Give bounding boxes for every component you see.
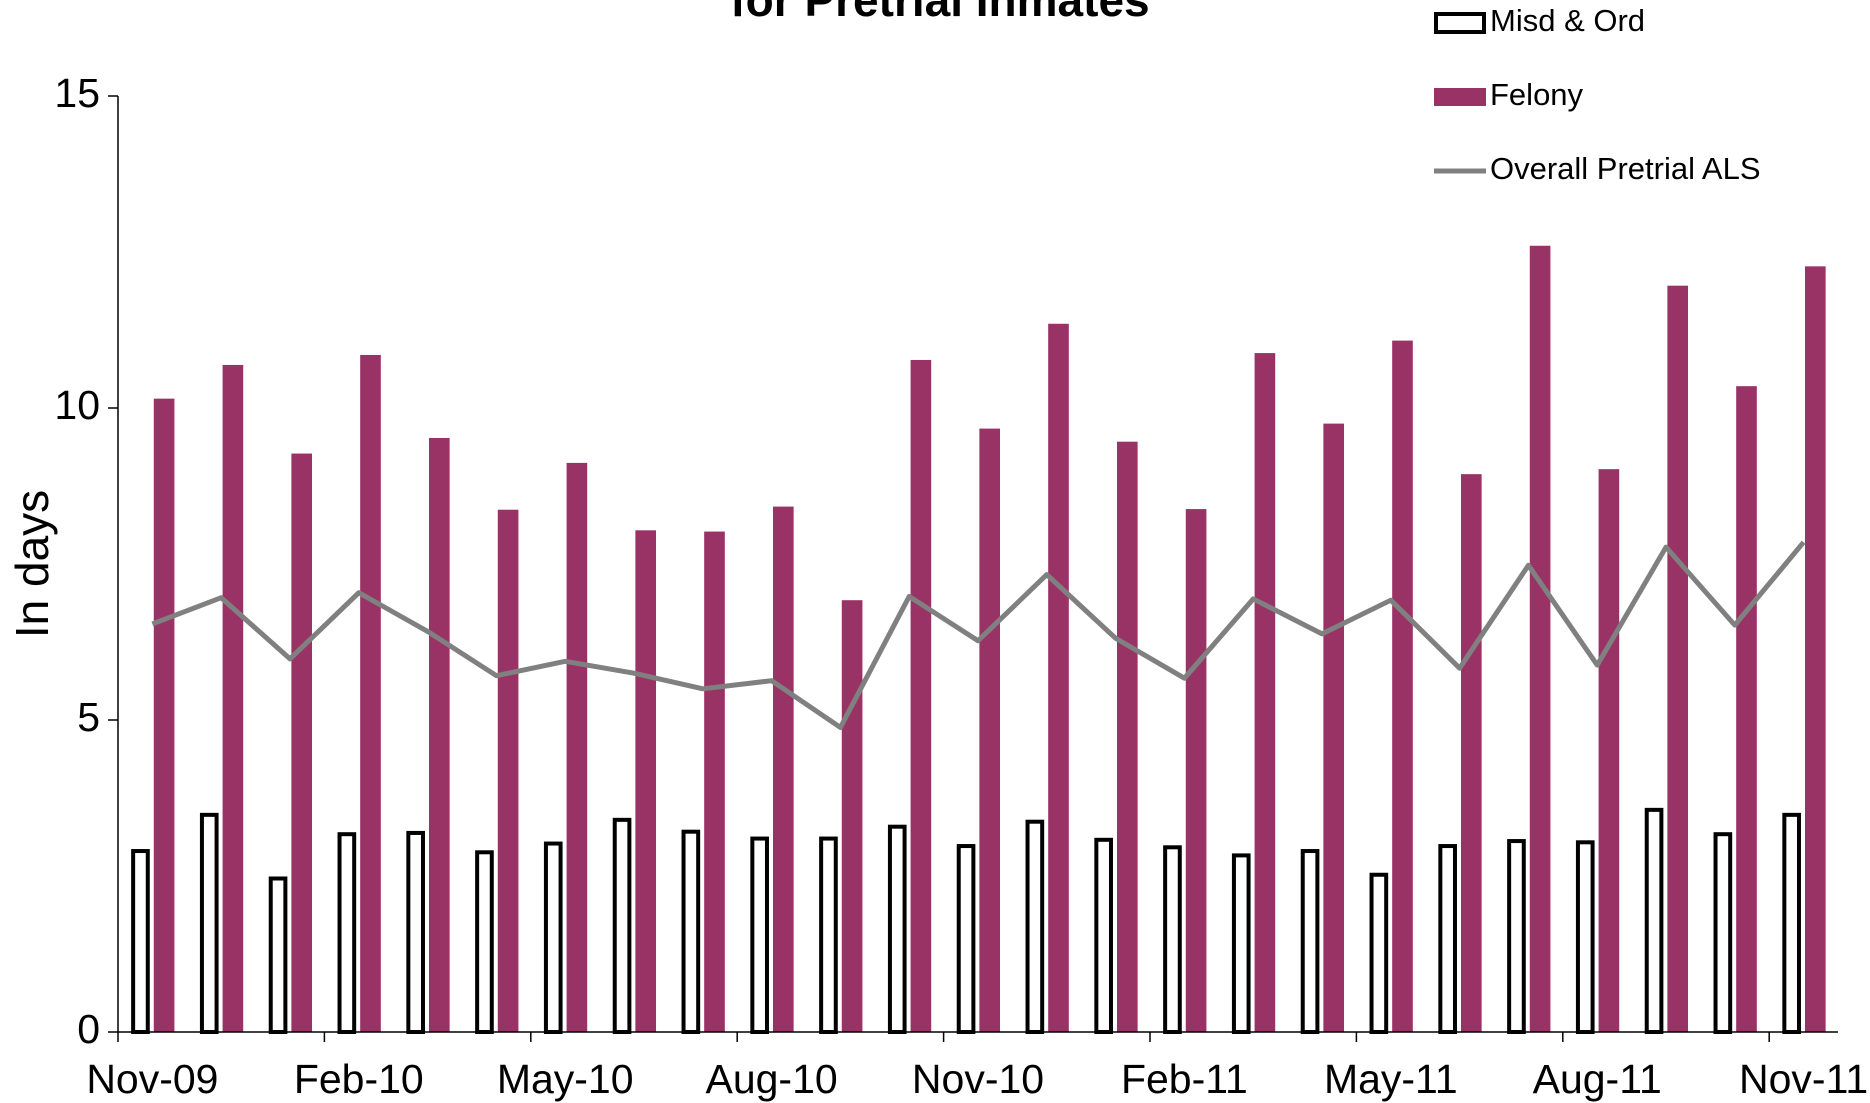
bar xyxy=(1300,849,1320,1034)
bar xyxy=(1507,839,1526,1035)
x-tick-label: Feb-11 xyxy=(1121,1056,1248,1102)
x-tick-label: Aug-10 xyxy=(705,1056,837,1102)
line xyxy=(151,540,1806,730)
legend-label: Overall Pretrial ALS xyxy=(1490,151,1761,186)
bar xyxy=(1804,266,1826,1032)
y-tick-label: 10 xyxy=(54,382,100,428)
bar xyxy=(1094,837,1113,1034)
x-tick-label: Nov-10 xyxy=(912,1056,1044,1102)
bar xyxy=(1116,441,1138,1032)
x-tick-label: Aug-11 xyxy=(1533,1056,1662,1102)
x-tick-label: May-11 xyxy=(1324,1056,1458,1102)
legend-label: Felony xyxy=(1490,77,1584,112)
bar xyxy=(1231,853,1251,1035)
bar xyxy=(1529,245,1551,1032)
bar xyxy=(543,841,563,1034)
bar xyxy=(1392,340,1413,1032)
x-tick-label: Nov-11 xyxy=(1739,1056,1868,1102)
bar xyxy=(406,830,425,1034)
bar xyxy=(1254,353,1276,1032)
bar xyxy=(475,850,494,1035)
bar xyxy=(268,876,288,1034)
y-axis-label: In days xyxy=(6,490,58,638)
bar xyxy=(222,364,244,1033)
bar xyxy=(428,437,450,1032)
bar xyxy=(1644,807,1664,1035)
bar xyxy=(1782,812,1801,1035)
bar xyxy=(1048,323,1069,1032)
bar xyxy=(1323,423,1345,1033)
x-tick-label: May-10 xyxy=(497,1056,634,1102)
bar xyxy=(1575,840,1595,1035)
bar xyxy=(153,398,175,1032)
legend-swatch xyxy=(1434,12,1486,34)
bar xyxy=(497,509,519,1032)
bar xyxy=(612,817,632,1035)
bar xyxy=(956,844,976,1034)
bar xyxy=(1369,872,1389,1035)
bar xyxy=(979,428,1001,1032)
bar xyxy=(887,824,907,1034)
legend-swatch xyxy=(1434,88,1486,106)
x-tick-label: Feb-10 xyxy=(294,1056,424,1102)
bar xyxy=(681,829,701,1034)
legend-label: Misd & Ord xyxy=(1490,3,1645,38)
x-tick-label: Nov-09 xyxy=(86,1056,218,1102)
bar xyxy=(1598,469,1620,1033)
bar xyxy=(910,359,932,1032)
bar xyxy=(841,600,863,1032)
bar xyxy=(750,836,769,1034)
y-tick-label: 0 xyxy=(77,1006,100,1052)
bar xyxy=(1163,845,1182,1035)
bar xyxy=(291,453,313,1032)
bar xyxy=(1438,844,1457,1034)
bar xyxy=(772,506,794,1032)
bar xyxy=(131,849,150,1034)
bar xyxy=(1460,474,1482,1032)
bar xyxy=(1185,509,1207,1032)
y-tick-label: 5 xyxy=(77,694,100,740)
bar xyxy=(1736,386,1757,1032)
bar xyxy=(819,836,838,1034)
bar xyxy=(635,530,657,1032)
bar xyxy=(199,812,219,1035)
bar xyxy=(1025,819,1045,1034)
bar xyxy=(566,462,588,1032)
bar xyxy=(1667,285,1689,1032)
bar xyxy=(360,354,381,1033)
bar xyxy=(1713,832,1733,1035)
chart-title: for Pretrial Inmates xyxy=(730,0,1149,26)
bar xyxy=(704,531,725,1032)
bar xyxy=(337,832,357,1035)
y-tick-label: 15 xyxy=(54,70,100,116)
